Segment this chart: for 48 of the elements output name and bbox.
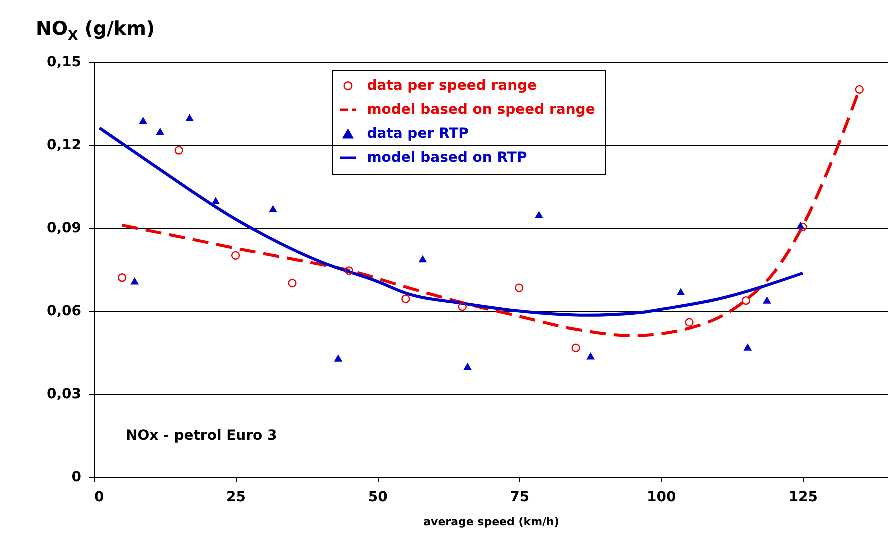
annotation: NOx - petrol Euro 3 — [126, 428, 278, 444]
y-tick-label: 0,03 — [46, 386, 82, 402]
point — [269, 205, 278, 213]
x-tick-label: 0 — [94, 490, 104, 506]
point — [796, 222, 805, 230]
x-axis-title: average speed (km/h) — [424, 516, 560, 528]
point — [763, 296, 772, 304]
y-tick-label: 0,12 — [46, 138, 82, 154]
point — [458, 302, 467, 312]
legend-label: data per RTP — [367, 126, 469, 142]
x-tick-label: 75 — [510, 490, 530, 506]
point — [515, 284, 524, 292]
legend-label: model based on speed range — [367, 102, 596, 118]
line-series — [98, 126, 804, 317]
point — [744, 344, 752, 351]
point — [130, 277, 140, 285]
y-tick-label: 0,09 — [46, 220, 82, 236]
legend-label: model based on RTP — [367, 150, 528, 166]
point — [685, 318, 694, 327]
y-axis-title: NO$_{X}$ (g/km) — [36, 18, 156, 44]
point — [288, 279, 297, 288]
point — [676, 288, 686, 296]
point — [118, 274, 127, 282]
point — [334, 354, 343, 362]
point — [418, 255, 428, 263]
legend-label: data per speed range — [367, 78, 538, 94]
x-tick-label: 50 — [368, 490, 388, 506]
x-tick-label: 25 — [226, 490, 246, 506]
point — [464, 362, 472, 370]
point — [586, 352, 595, 360]
point — [186, 114, 194, 122]
y-tick-label: 0,06 — [46, 304, 82, 320]
point — [156, 128, 165, 136]
point — [798, 222, 808, 232]
point — [212, 197, 220, 205]
y-tick-label: 0,15 — [46, 54, 82, 70]
point — [344, 266, 354, 276]
y-tick-label: 0 — [72, 470, 82, 486]
x-tick-label: 100 — [647, 490, 677, 506]
point — [572, 344, 580, 352]
point — [535, 211, 544, 218]
point — [855, 85, 864, 94]
point — [742, 296, 751, 306]
point — [174, 146, 184, 155]
point — [231, 251, 240, 260]
point — [402, 294, 410, 304]
x-tick-label: 125 — [788, 490, 818, 506]
point — [139, 117, 148, 124]
